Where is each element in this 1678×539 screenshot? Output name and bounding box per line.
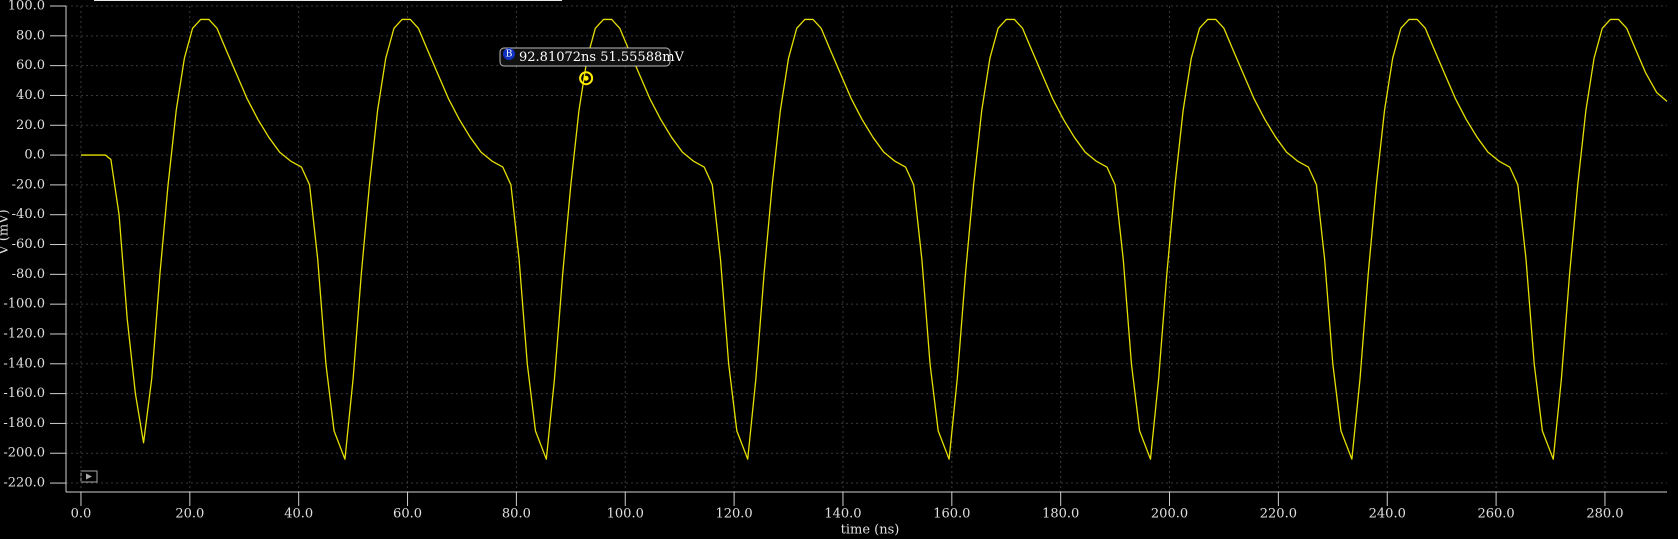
y-tick-label: -120.0	[3, 326, 45, 341]
y-tick-label: 40.0	[16, 88, 45, 103]
y-tick-label: -80.0	[12, 267, 45, 282]
cursor-label-box	[499, 47, 671, 67]
x-tick-label: 280.0	[1586, 507, 1623, 522]
y-tick-label: 60.0	[16, 58, 45, 73]
x-tick-label: 200.0	[1151, 507, 1188, 522]
y-tick-label: -40.0	[12, 207, 45, 222]
x-axis-title: time (ns)	[841, 523, 900, 538]
y-tick-label: -140.0	[3, 356, 45, 371]
x-tick-label: 40.0	[284, 507, 313, 522]
legend-strip	[94, 0, 562, 1]
cursor-badge	[503, 48, 515, 60]
x-tick-label: 20.0	[175, 507, 204, 522]
x-tick-label: 80.0	[502, 507, 531, 522]
y-tick-label: 100.0	[8, 0, 45, 14]
x-tick-label: 60.0	[393, 507, 422, 522]
x-tick-label: 120.0	[715, 507, 752, 522]
y-tick-label: 0.0	[24, 148, 45, 163]
cursor-badge-label: B	[506, 50, 513, 60]
play-glyph	[86, 473, 92, 480]
y-tick-label: -20.0	[12, 177, 45, 192]
y-tick-label: 20.0	[16, 118, 45, 133]
x-tick-label: 100.0	[607, 507, 644, 522]
y-tick-label: 80.0	[16, 28, 45, 43]
x-tick-label: 180.0	[1042, 507, 1079, 522]
y-tick-label: -200.0	[3, 446, 45, 461]
x-tick-label: 260.0	[1477, 507, 1514, 522]
cursor-marker	[579, 71, 594, 86]
y-tick-label: -160.0	[3, 386, 45, 401]
y-tick-label: -180.0	[3, 416, 45, 431]
x-tick-label: 240.0	[1369, 507, 1406, 522]
x-tick-label: 0.0	[71, 507, 92, 522]
cursor-label: 92.81072ns 51.55588mV	[519, 50, 685, 65]
x-tick-label: 220.0	[1260, 507, 1297, 522]
y-tick-label: -100.0	[3, 297, 45, 312]
waveform-line	[80, 18, 1668, 460]
y-axis-title: V (mV)	[0, 209, 12, 255]
y-tick-label: -220.0	[3, 476, 45, 491]
x-tick-label: 140.0	[824, 507, 861, 522]
x-tick-label: 160.0	[933, 507, 970, 522]
cursor-dot	[583, 75, 589, 81]
y-tick-label: -60.0	[12, 237, 45, 252]
